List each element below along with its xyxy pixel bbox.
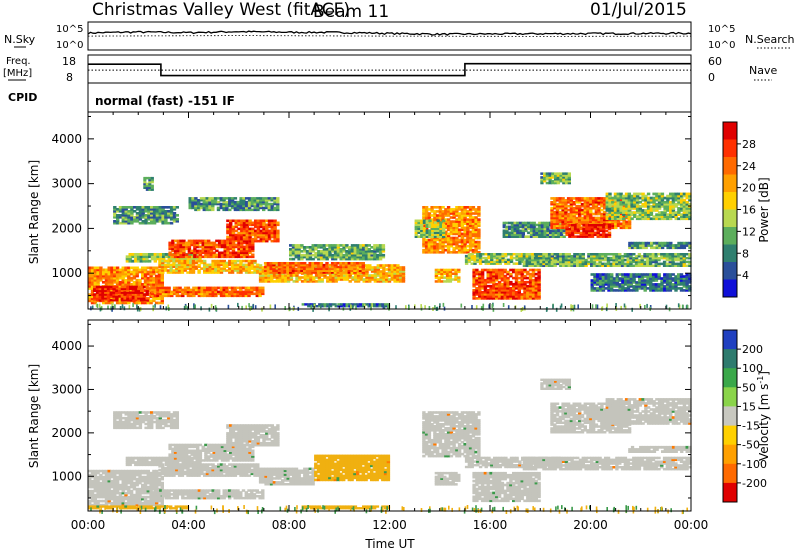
colorbar-tick-label: 4 (742, 269, 749, 282)
y-tick-label: 3000 (51, 382, 82, 396)
y-tick-label: 1000 (51, 469, 82, 483)
nave-tick-bottom: 0 (708, 71, 715, 84)
beam-label: Beam 11 (313, 2, 389, 22)
noise-tick-right-bottom: 10^0 (708, 40, 735, 51)
colorbar-tick-label: 20 (742, 182, 756, 195)
colorbar-segment (723, 139, 737, 158)
y-tick-label: 1000 (51, 266, 82, 280)
nsearch-label: N.Search (745, 33, 795, 46)
velocity-colorbar: 200 100 50 15 -15 -50 -100 -200 Velocity [m s-1… (722, 329, 771, 503)
nsky-label: N.Sky (4, 33, 36, 46)
colorbar-segment (723, 157, 737, 175)
colorbar-tick-label: 50 (742, 381, 756, 394)
noise-tick-right-top: 10^5 (708, 24, 735, 35)
colorbar-tick-label: -15 (742, 420, 760, 433)
colorbar-segment (723, 463, 737, 484)
colorbar-segment (723, 262, 737, 280)
velocity-data-cells (88, 378, 692, 515)
colorbar-segment (723, 279, 737, 298)
freq-label-line1: Freq. (6, 56, 31, 67)
date-label: 01/Jul/2015 (590, 0, 687, 20)
colorbar-tick-label: 200 (742, 343, 763, 356)
colorbar-segment (723, 209, 737, 228)
velocity-ylabel: Slant Range [km] (27, 364, 41, 468)
colorbar-segment (723, 174, 737, 193)
colorbar-segment (723, 406, 737, 426)
velocity-colorbar-label-main: Velocity [m s (757, 384, 771, 461)
power-colorbar: 28 24 20 16 12 8 4 Power [dB] (722, 121, 771, 298)
colorbar-tick-label: 12 (742, 225, 756, 238)
colorbar-tick-label: -200 (742, 477, 767, 490)
power-data-cells (88, 172, 692, 312)
power-ylabel: Slant Range [km] (27, 160, 41, 264)
nsky-series-line (87, 30, 692, 36)
freq-tick-bottom: 8 (66, 71, 73, 84)
cpid-value: normal (fast) -151 IF (95, 94, 235, 108)
nsearch-series-line (87, 35, 692, 37)
colorbar-segment (723, 227, 737, 245)
noise-tick-left-top: 10^5 (56, 24, 83, 35)
colorbar-tick-label: 100 (742, 362, 763, 375)
figure-title: Christmas Valley West (fitACF) (92, 0, 350, 20)
x-tick-label: 00:00 (71, 518, 106, 532)
power-axes: 1000 2000 3000 4000 (51, 112, 692, 309)
noise-tick-left-bottom: 10^0 (56, 40, 83, 51)
power-colorbar-label: Power [dB] (757, 177, 771, 242)
colorbar-tick-label: 24 (742, 160, 756, 173)
y-tick-label: 4000 (51, 339, 82, 353)
colorbar-segment (723, 122, 737, 140)
colorbar-segment (723, 368, 737, 388)
colorbar-segment (723, 482, 737, 503)
time-axis-label: Time UT (364, 537, 415, 551)
y-tick-label: 3000 (51, 177, 82, 191)
colorbar-segment (723, 425, 737, 446)
colorbar-tick-label: 28 (742, 138, 756, 151)
freq-series-line (88, 62, 691, 77)
colorbar-segment (723, 244, 737, 263)
colorbar-segment (723, 387, 737, 407)
colorbar-tick-label: -100 (742, 458, 767, 471)
x-tick-label: 12:00 (372, 518, 407, 532)
velocity-colorbar-label: Velocity [m s-1] (756, 371, 771, 461)
colorbar-segment (723, 349, 737, 369)
colorbar-tick-label: 15 (742, 400, 756, 413)
colorbar-segment (723, 330, 737, 350)
velocity-colorbar-label-sup: -1 (756, 376, 765, 384)
velocity-axes: 1000 2000 3000 4000 00:00 04:00 08:00 12:00 16:0… (51, 320, 708, 532)
y-tick-label: 2000 (51, 426, 82, 440)
noise-panel: N.Sky 10^5 10^0 10^5 10^0 N.Search (4, 21, 795, 51)
x-tick-label: 20:00 (573, 518, 608, 532)
cpid-row: CPID normal (fast) -151 IF (8, 83, 692, 112)
y-tick-label: 4000 (51, 132, 82, 146)
y-tick-label: 2000 (51, 221, 82, 235)
freq-tick-top: 18 (62, 55, 76, 68)
colorbar-tick-label: 8 (742, 247, 749, 260)
freq-label-line2: [MHz] (3, 68, 32, 79)
velocity-colorbar-label-end: ] (757, 371, 771, 376)
colorbar-tick-label: -50 (742, 439, 760, 452)
colorbar-tick-label: 16 (742, 204, 756, 217)
colorbar-segment (723, 444, 737, 465)
freq-panel: Freq. [MHz] 18 8 60 0 Nave (3, 54, 777, 84)
velocity-panel: 1000 2000 3000 4000 00:00 04:00 08:00 12:00 16:0… (27, 319, 708, 551)
x-tick-label: 16:00 (473, 518, 508, 532)
x-tick-label: 08:00 (272, 518, 307, 532)
colorbar-segment (723, 192, 737, 210)
x-tick-label: 04:00 (171, 518, 206, 532)
x-tick-label: 00:00 (674, 518, 709, 532)
power-panel: 1000 2000 3000 4000 Slant Range [km] (27, 111, 692, 312)
nave-tick-top: 60 (708, 55, 722, 68)
cpid-label: CPID (8, 91, 37, 104)
nave-label: Nave (749, 64, 777, 77)
